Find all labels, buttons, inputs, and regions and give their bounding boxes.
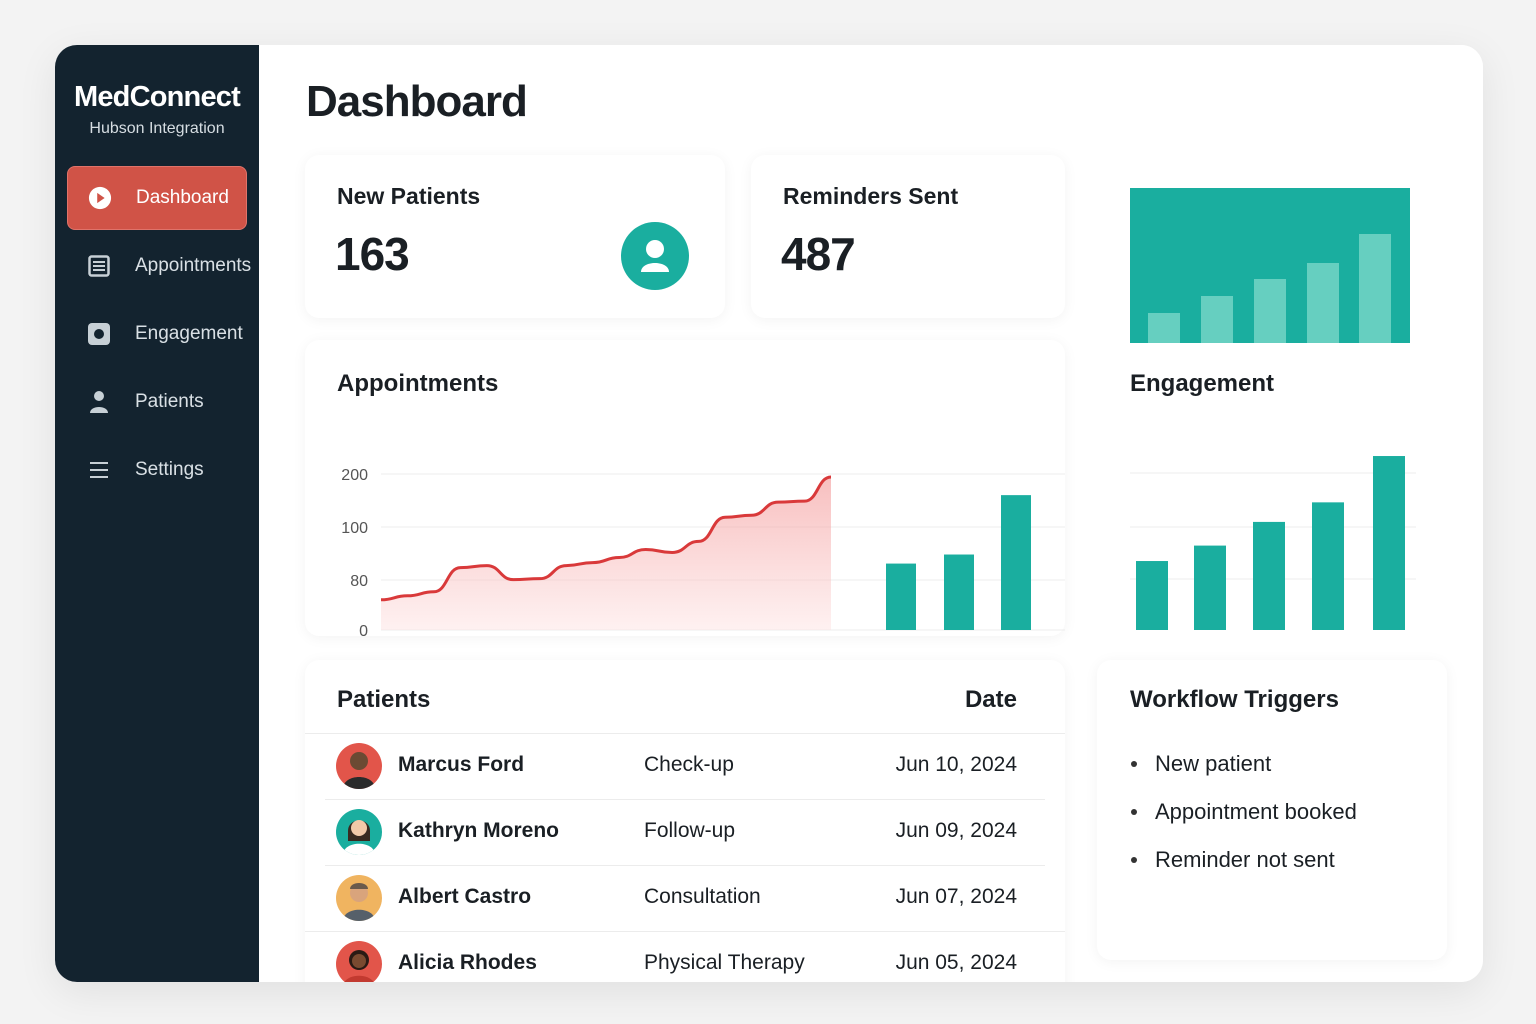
- engagement-card: Engagement JanFebAprMayMay: [1103, 365, 1443, 636]
- sidebar-item-patients[interactable]: Patients: [67, 370, 247, 434]
- engagement-chart: JanFebAprMayMay: [1130, 456, 1416, 630]
- appointment-type: Consultation: [644, 885, 761, 908]
- table-row[interactable]: Marcus Ford Check-up Jun 10, 2024: [305, 733, 1065, 799]
- table-row[interactable]: Albert Castro Consultation Jun 07, 2024: [305, 865, 1065, 931]
- app-window: MedConnect Hubson Integration Dashboard …: [55, 45, 1483, 982]
- row-divider: [325, 865, 1045, 866]
- sidebar-item-label: Engagement: [135, 323, 243, 344]
- bar: [944, 554, 974, 630]
- sidebar-nav: Dashboard Appointments Engagement Patien…: [67, 166, 251, 506]
- engagement-title: Engagement: [1130, 370, 1275, 397]
- bullet-icon: [1131, 761, 1137, 767]
- brand-name: MedConnect: [73, 81, 241, 113]
- date-header: Date: [964, 686, 1017, 713]
- patient-name: Marcus Ford: [398, 753, 525, 776]
- appointment-type: Follow-up: [644, 819, 736, 842]
- avatar: [336, 809, 382, 855]
- appointments-card: Appointments 200100800JanFebAprMayJunJun…: [305, 340, 1065, 636]
- workflow-title: Workflow Triggers: [1130, 686, 1339, 713]
- camera-square-icon: [87, 322, 111, 346]
- row-divider: [325, 799, 1045, 800]
- new-patients-card[interactable]: New Patients 163: [305, 155, 725, 318]
- bullet-icon: [1131, 809, 1137, 815]
- engagement-summary-chart: [1130, 188, 1410, 343]
- patients-table-card: Patients Date Marcus Ford Check-up Jun 1…: [305, 660, 1065, 982]
- table-row[interactable]: Kathryn Moreno Follow-up Jun 09, 2024: [305, 799, 1065, 865]
- user-icon: [87, 390, 111, 414]
- teal-bar-chart: [1148, 234, 1391, 343]
- menu-lines-icon: [87, 458, 111, 482]
- reminders-sent-label: Reminders Sent: [783, 183, 959, 209]
- brand-subtitle: Hubson Integration: [89, 120, 225, 137]
- bar: [1312, 502, 1344, 630]
- bar: [1359, 234, 1391, 343]
- avatar: [336, 875, 382, 921]
- list-icon: [87, 254, 111, 278]
- appointment-date: Jun 07, 2024: [895, 885, 1017, 908]
- workflow-item[interactable]: New patient: [1131, 740, 1357, 788]
- user-icon: [621, 222, 689, 290]
- y-tick-label: 0: [359, 623, 368, 636]
- workflow-item-label: Reminder not sent: [1155, 847, 1335, 872]
- brand: MedConnect Hubson Integration: [55, 81, 259, 138]
- bar: [1373, 456, 1405, 630]
- appointments-title: Appointments: [337, 370, 499, 397]
- reminders-sent-value: 487: [781, 228, 856, 280]
- avatar: [336, 941, 382, 982]
- row-divider: [305, 931, 1065, 932]
- area-fill: [381, 477, 831, 630]
- row-divider: [305, 733, 1065, 734]
- sidebar: MedConnect Hubson Integration Dashboard …: [55, 45, 259, 982]
- appointment-type: Physical Therapy: [644, 951, 805, 974]
- workflow-item[interactable]: Appointment booked: [1131, 788, 1357, 836]
- patient-name: Alicia Rhodes: [398, 951, 537, 974]
- new-patients-label: New Patients: [337, 183, 481, 209]
- appointment-date: Jun 09, 2024: [895, 819, 1017, 842]
- sidebar-item-label: Dashboard: [136, 187, 229, 208]
- patients-header: Patients: [337, 686, 431, 713]
- avatar: [336, 743, 382, 789]
- sidebar-item-appointments[interactable]: Appointments: [67, 234, 251, 298]
- appointment-type: Check-up: [644, 753, 734, 776]
- bar: [1136, 561, 1168, 630]
- bar: [886, 563, 916, 630]
- bar: [1254, 279, 1286, 343]
- sidebar-item-engagement[interactable]: Engagement: [67, 302, 247, 366]
- play-circle-icon: [88, 186, 112, 210]
- patient-name: Albert Castro: [398, 885, 532, 908]
- appointments-chart: 200100800JanFebAprMayJunJunJanMatMay: [341, 467, 1065, 636]
- sidebar-item-label: Patients: [135, 391, 204, 412]
- patient-name: Kathryn Moreno: [398, 819, 560, 842]
- main-content: Dashboard New Patients 163 Reminders Sen…: [259, 45, 1483, 982]
- y-tick-label: 200: [341, 467, 368, 484]
- reminders-sent-card[interactable]: Reminders Sent 487: [751, 155, 1065, 318]
- bar: [1307, 263, 1339, 343]
- y-tick-label: 100: [341, 520, 368, 537]
- sidebar-item-label: Appointments: [135, 255, 252, 276]
- bar: [1201, 296, 1233, 343]
- bar: [1194, 545, 1226, 630]
- table-row[interactable]: Alicia Rhodes Physical Therapy Jun 05, 2…: [305, 931, 1065, 982]
- sidebar-item-dashboard[interactable]: Dashboard: [67, 166, 247, 230]
- workflow-item[interactable]: Reminder not sent: [1131, 836, 1357, 884]
- workflow-item-label: New patient: [1155, 751, 1272, 776]
- sidebar-item-label: Settings: [135, 459, 204, 480]
- workflow-triggers-card: Workflow Triggers New patient Appointmen…: [1097, 660, 1447, 960]
- bar: [1253, 521, 1285, 630]
- new-patients-value: 163: [335, 228, 410, 280]
- appointment-date: Jun 10, 2024: [895, 753, 1017, 776]
- series-line: [380, 475, 832, 602]
- bullet-icon: [1131, 857, 1137, 863]
- bar: [1148, 313, 1180, 343]
- appointment-date: Jun 05, 2024: [895, 951, 1017, 974]
- bar: [1001, 495, 1031, 630]
- workflow-item-label: Appointment booked: [1155, 799, 1357, 824]
- sidebar-item-settings[interactable]: Settings: [67, 438, 247, 502]
- y-tick-label: 80: [350, 573, 368, 590]
- page-title: Dashboard: [306, 77, 528, 126]
- workflow-list: New patient Appointment booked Reminder …: [1131, 740, 1357, 884]
